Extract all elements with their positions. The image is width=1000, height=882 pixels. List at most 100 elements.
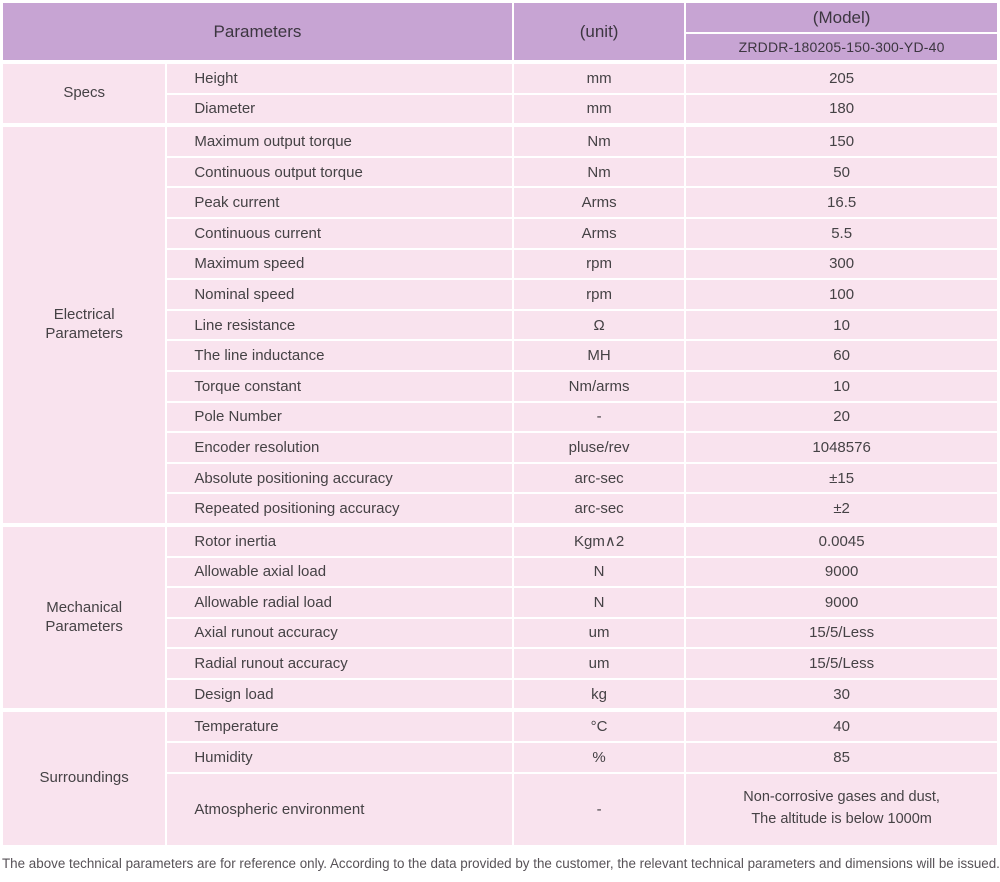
table-header: Parameters (unit) (Model) ZRDDR-180205-1… [1, 1, 999, 63]
unit-cell: um [511, 647, 687, 680]
table-row: Repeated positioning accuracy arc-sec ±2 [2, 492, 999, 526]
table-row: Surroundings Temperature °C 40 [0, 708, 999, 847]
value-cell: 30 [684, 677, 999, 712]
table-row: Design load kg 30 [2, 677, 999, 712]
model-header: (Model) [684, 1, 999, 34]
value-cell: 20 [684, 400, 999, 434]
param-cell: Humidity [165, 741, 514, 774]
unit-cell: kg [511, 677, 687, 712]
value-cell: 16.5 [684, 186, 999, 219]
param-cell: Height [165, 60, 514, 95]
unit-cell: arc-sec [511, 461, 687, 495]
table-row: Allowable radial load N 9000 [2, 586, 999, 619]
model-number: ZRDDR-180205-150-300-YD-40 [684, 32, 999, 63]
value-cell: 150 [684, 123, 999, 158]
param-cell: Temperature [165, 708, 514, 744]
param-cell: Repeated positioning accuracy [165, 492, 514, 526]
table-row: Allowable axial load N 9000 [2, 555, 999, 589]
value-cell: 9000 [684, 586, 999, 619]
unit-cell: rpm [511, 278, 687, 311]
unit-cell: Nm [511, 155, 687, 189]
value-cell: 50 [684, 155, 999, 189]
table-row: Peak current Arms 16.5 [2, 186, 999, 219]
table-row: Nominal speed rpm 100 [2, 278, 999, 311]
value-cell: Non-corrosive gases and dust, The altitu… [684, 771, 999, 847]
parameters-table: Parameters (unit) (Model) ZRDDR-180205-1… [0, 1, 999, 847]
unit-cell: N [511, 555, 687, 589]
param-cell: Line resistance [165, 308, 514, 342]
unit-cell: Nm [511, 123, 687, 158]
value-cell: 100 [684, 278, 999, 311]
table-row: Encoder resolution pluse/rev 1048576 [2, 431, 999, 464]
param-cell: Axial runout accuracy [165, 616, 514, 650]
group-label: Surroundings [39, 769, 129, 787]
group-cell-electrical: Electrical Parameters [0, 123, 168, 526]
value-cell: 60 [684, 339, 999, 372]
unit-cell: Arms [511, 216, 687, 250]
group-label: Electrical Parameters [45, 306, 123, 343]
unit-cell: N [511, 586, 687, 619]
group-label: Mechanical Parameters [45, 598, 123, 635]
value-cell: 9000 [684, 555, 999, 589]
param-cell: Radial runout accuracy [165, 647, 514, 680]
param-cell: Design load [165, 677, 514, 712]
group-cell-specs: Specs [0, 59, 168, 127]
param-cell: Allowable radial load [165, 586, 514, 619]
unit-cell: mm [511, 92, 687, 127]
unit-cell: Arms [511, 186, 687, 219]
group-cell-mechanical: Mechanical Parameters [0, 522, 168, 712]
param-cell: Torque constant [165, 369, 514, 403]
param-cell: Encoder resolution [165, 431, 514, 464]
param-cell: Diameter [165, 92, 514, 127]
table-row: Electrical Parameters Maximum output tor… [0, 123, 999, 526]
unit-cell: um [511, 616, 687, 650]
value-cell: 85 [684, 741, 999, 774]
table-row: Diameter mm 180 [2, 92, 999, 127]
table-row: Axial runout accuracy um 15/5/Less [2, 616, 999, 650]
unit-cell: °C [511, 708, 687, 744]
value-cell: 180 [684, 92, 999, 127]
unit-cell: Ω [511, 308, 687, 342]
param-cell: Maximum speed [165, 247, 514, 281]
value-cell: 15/5/Less [684, 616, 999, 650]
unit-cell: pluse/rev [511, 431, 687, 464]
param-cell: Pole Number [165, 400, 514, 434]
table-row: Atmospheric environment - Non-corrosive … [2, 771, 999, 847]
value-cell: 5.5 [684, 216, 999, 250]
unit-cell: arc-sec [511, 492, 687, 526]
table-row: Radial runout accuracy um 15/5/Less [2, 647, 999, 680]
table-row: Humidity % 85 [2, 741, 999, 774]
param-cell: Maximum output torque [165, 123, 514, 158]
unit-cell: MH [511, 339, 687, 372]
param-cell: Continuous current [165, 216, 514, 250]
unit-cell: - [511, 400, 687, 434]
header-row-1: Parameters (unit) (Model) [1, 1, 999, 63]
unit-cell: % [511, 741, 687, 774]
table-row: Line resistance Ω 10 [2, 308, 999, 342]
param-cell: Rotor inertia [165, 522, 514, 558]
table-row: The line inductance MH 60 [2, 339, 999, 372]
value-cell: 10 [684, 369, 999, 403]
param-cell: Nominal speed [165, 278, 514, 311]
table-row: Absolute positioning accuracy arc-sec ±1… [2, 461, 999, 495]
value-cell: 205 [684, 60, 999, 95]
parameters-header: Parameters [1, 1, 514, 63]
group-label: Specs [63, 84, 106, 102]
value-cell: 40 [684, 708, 999, 744]
param-cell: The line inductance [165, 339, 514, 372]
unit-cell: - [511, 771, 687, 847]
param-cell: Absolute positioning accuracy [165, 461, 514, 495]
value-cell: 15/5/Less [684, 647, 999, 680]
value-cell: ±15 [684, 461, 999, 495]
param-cell: Continuous output torque [165, 155, 514, 189]
header-row-2: ZRDDR-180205-150-300-YD-40 [2, 32, 999, 63]
table-row: Continuous current Arms 5.5 [2, 216, 999, 250]
unit-cell: Kgm∧2 [511, 522, 687, 558]
table-row: Pole Number - 20 [2, 400, 999, 434]
value-cell: 0.0045 [684, 522, 999, 558]
param-cell: Allowable axial load [165, 555, 514, 589]
footer-note: The above technical parameters are for r… [2, 855, 1000, 871]
param-cell: Peak current [165, 186, 514, 219]
unit-cell: mm [511, 60, 687, 95]
table-row: Continuous output torque Nm 50 [2, 155, 999, 189]
